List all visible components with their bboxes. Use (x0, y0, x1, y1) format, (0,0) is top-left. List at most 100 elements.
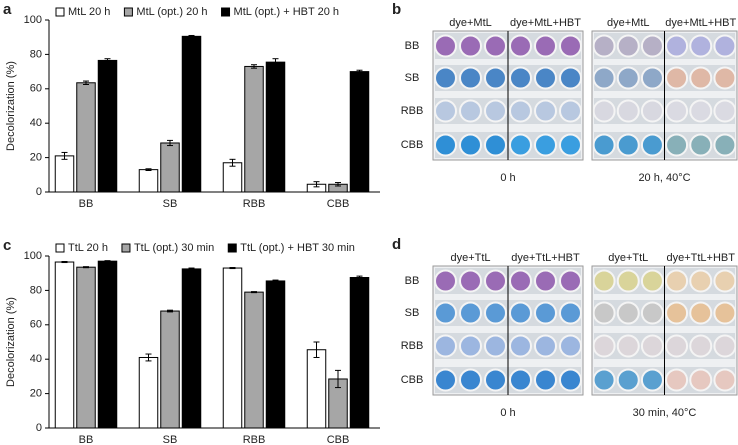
y-tick-label: 100 (24, 250, 42, 262)
well (509, 34, 532, 58)
well (459, 368, 482, 392)
caption: 30 min, 40°C (633, 407, 697, 419)
error-bar (313, 341, 320, 358)
column-header: dye+TtL (608, 252, 648, 264)
row-label: BB (405, 40, 420, 52)
well (509, 334, 532, 358)
legend-marker (55, 243, 65, 253)
bar (244, 291, 264, 429)
well (434, 368, 457, 392)
well (484, 301, 507, 325)
bar (76, 266, 96, 429)
y-tick-label: 100 (24, 14, 42, 26)
x-tick-label: RBB (243, 434, 266, 445)
column-header: dye+MtL+HBT (665, 17, 736, 29)
well (534, 66, 557, 90)
well (534, 34, 557, 58)
bar (54, 155, 75, 193)
error-bar (61, 151, 68, 160)
well (434, 34, 457, 58)
caption: 20 h, 40°C (638, 172, 690, 184)
error-bar (104, 260, 111, 263)
well (592, 133, 616, 157)
well (665, 368, 689, 392)
well (559, 133, 582, 157)
legend-marker (123, 7, 133, 17)
well (640, 269, 664, 293)
well (665, 99, 689, 123)
well (459, 301, 482, 325)
well (484, 133, 507, 157)
row-label: SB (405, 72, 420, 84)
well (616, 66, 640, 90)
y-axis-label: Decolorization (%) (5, 297, 17, 387)
y-tick-label: 0 (36, 186, 42, 198)
bar (138, 356, 159, 429)
well (559, 368, 582, 392)
well (713, 368, 737, 392)
well (434, 269, 457, 293)
well (616, 368, 640, 392)
error-bar (188, 34, 195, 38)
well (559, 99, 582, 123)
well (459, 99, 482, 123)
column-header: dye+MtL (449, 17, 492, 29)
bar (306, 349, 327, 429)
error-bar (251, 64, 257, 69)
column-header: dye+TtL (450, 252, 490, 264)
bar (160, 310, 180, 429)
bar (181, 35, 202, 193)
error-bar (61, 261, 68, 264)
well (640, 66, 664, 90)
well (559, 269, 582, 293)
x-tick-label: BB (79, 434, 94, 445)
legend-marker (121, 243, 131, 253)
well (592, 66, 616, 90)
row-label: SB (405, 307, 420, 319)
bar (54, 261, 75, 429)
row-label: RBB (401, 340, 424, 352)
legend-label: TtL (opt.) + HBT 30 min (240, 242, 355, 254)
legend-marker (227, 243, 237, 253)
panel-label: b (392, 1, 401, 18)
error-bar (335, 182, 341, 187)
well (459, 133, 482, 157)
well (434, 133, 457, 157)
legend-label: MtL 20 h (68, 6, 110, 18)
x-tick-label: SB (163, 434, 178, 445)
y-tick-label: 20 (30, 152, 42, 164)
bar (349, 277, 370, 429)
well (616, 133, 640, 157)
well (689, 334, 713, 358)
well (665, 34, 689, 58)
well (434, 66, 457, 90)
well (616, 99, 640, 123)
legend-marker (55, 7, 65, 17)
well (640, 99, 664, 123)
well (592, 368, 616, 392)
well (640, 301, 664, 325)
well (640, 334, 664, 358)
column-header: dye+MtL+HBT (510, 17, 581, 29)
bar (222, 162, 243, 193)
well (616, 301, 640, 325)
y-tick-label: 60 (30, 83, 42, 95)
well (434, 334, 457, 358)
panel-label: d (392, 236, 401, 253)
error-bar (356, 275, 363, 280)
well (434, 301, 457, 325)
well (509, 301, 532, 325)
well (459, 269, 482, 293)
well (616, 269, 640, 293)
well (484, 66, 507, 90)
well (484, 334, 507, 358)
well (689, 99, 713, 123)
error-bar (272, 58, 279, 67)
x-tick-label: BB (79, 198, 94, 210)
well (484, 269, 507, 293)
bar (244, 65, 264, 193)
well (534, 301, 557, 325)
row-label: BB (405, 275, 420, 287)
bar (349, 71, 370, 193)
